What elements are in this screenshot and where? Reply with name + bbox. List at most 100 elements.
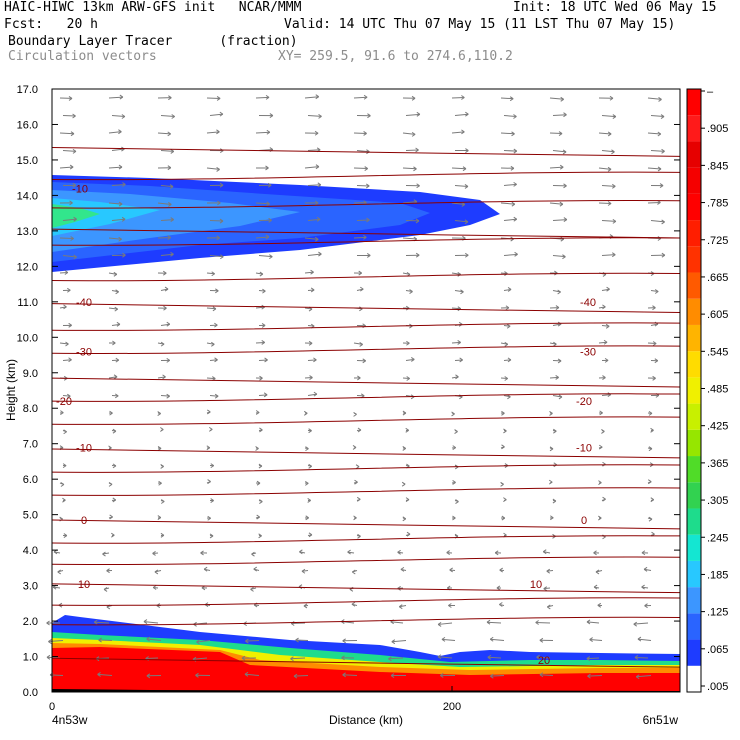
vector-arrow — [354, 97, 367, 98]
y-tick-label: 2.0 — [23, 616, 38, 628]
colorbar-swatch — [687, 482, 701, 508]
vector-arrowhead — [549, 480, 552, 484]
vector-arrow — [146, 658, 158, 659]
y-tick-label: 1.0 — [23, 652, 38, 664]
vector-arrow — [553, 115, 566, 116]
colorbar-swatch — [687, 666, 701, 692]
contour-label: -10 — [576, 442, 592, 454]
contour-label: 0 — [81, 515, 87, 527]
colorbar-swatch — [687, 430, 701, 456]
vector-arrowhead — [503, 498, 506, 502]
vector-arrow — [291, 623, 305, 624]
vector-arrow — [550, 167, 563, 168]
x-axis-label: Distance (km) — [329, 713, 403, 727]
vector-arrow — [504, 151, 517, 152]
y-tick-label: 15.0 — [17, 155, 38, 167]
contour-label: 20 — [538, 655, 550, 667]
colorbar-label: .305 — [707, 495, 728, 507]
y-tick-label: 11.0 — [17, 297, 38, 309]
contour-label: -20 — [576, 396, 592, 408]
x-axis-left-end-label: 4n53w — [52, 713, 88, 727]
colorbar-label: .545 — [707, 346, 728, 358]
vector-arrow — [599, 203, 611, 204]
colorbar-swatch — [687, 351, 701, 377]
vector-arrow — [602, 255, 615, 256]
contour-label: -30 — [76, 346, 92, 358]
vector-arrow — [501, 133, 515, 134]
colorbar-swatch — [687, 404, 701, 430]
contour-label: 10 — [78, 579, 90, 591]
colorbar-label: .605 — [707, 309, 728, 321]
y-tick-label: 9.0 — [23, 368, 38, 380]
y-tick-label: 7.0 — [23, 439, 38, 451]
x-axis-right-end-label: 6n51w — [643, 713, 679, 727]
vector-arrowhead — [209, 427, 212, 431]
colorbar-swatch — [687, 587, 701, 613]
colorbar-swatch — [687, 377, 701, 403]
vector-arrow — [294, 676, 308, 677]
colorbar-label: .905 — [707, 123, 728, 135]
contour-line — [52, 598, 680, 606]
contour-label: -30 — [580, 346, 596, 358]
vector-arrowhead — [603, 497, 606, 501]
vector-arrowhead — [603, 462, 606, 466]
colorbar-label: .725 — [707, 235, 728, 247]
vector-arrowhead — [402, 482, 405, 486]
vector-arrow — [488, 657, 501, 658]
colorbar-swatch — [687, 561, 701, 587]
contour-label: -40 — [76, 297, 92, 309]
vector-arrow — [210, 221, 223, 222]
vector-arrow — [308, 150, 320, 151]
vector-arrowhead — [455, 430, 458, 434]
vector-arrow — [635, 657, 648, 658]
colorbar-swatch — [687, 456, 701, 482]
contour-line — [52, 465, 680, 473]
contour-line — [52, 557, 680, 565]
vector-arrow — [490, 676, 504, 677]
colorbar-label: .245 — [707, 532, 728, 544]
vector-arrowhead — [356, 465, 359, 469]
vector-arrowhead — [501, 482, 504, 486]
contour-line — [52, 488, 680, 496]
vector-arrow — [308, 185, 321, 186]
vector-arrowhead — [452, 412, 455, 416]
y-tick-label: 8.0 — [23, 403, 38, 415]
contour-line — [52, 148, 680, 157]
colorbar-swatch — [687, 168, 701, 194]
colorbar-label: – — [707, 86, 714, 98]
colorbar-swatch — [687, 141, 701, 167]
vector-arrow — [648, 202, 660, 203]
y-tick-label: 10.0 — [17, 332, 38, 344]
vector-arrowhead — [109, 482, 112, 486]
vector-arrow — [403, 168, 416, 169]
colorbar-swatch — [687, 535, 701, 561]
contour-label: 0 — [581, 515, 587, 527]
y-tick-label: 3.0 — [23, 581, 38, 593]
vector-arrow — [354, 168, 368, 169]
vector-arrow — [354, 237, 366, 238]
contour-line — [52, 584, 680, 593]
colorbar-label: .785 — [707, 198, 728, 210]
vector-arrow — [587, 658, 599, 659]
vector-arrowhead — [61, 482, 64, 486]
vector-arrow — [357, 220, 369, 221]
colorbar-label: .185 — [707, 569, 728, 581]
colorbar-label: .065 — [707, 644, 728, 656]
contour-label: -40 — [580, 297, 596, 309]
contour-line — [52, 617, 680, 625]
vector-arrow — [60, 133, 74, 134]
vector-arrow — [602, 221, 616, 222]
vector-arrowhead — [160, 428, 163, 432]
y-tick-label: 0.0 — [23, 687, 38, 699]
contour-line — [52, 273, 680, 281]
colorbar-label: .665 — [707, 272, 728, 284]
y-tick-label: 13.0 — [17, 226, 38, 238]
contour-label: -10 — [72, 183, 88, 195]
vector-arrow — [245, 641, 259, 642]
colorbar-swatch — [687, 115, 701, 141]
tracer-fill — [52, 175, 680, 692]
contour-label: -10 — [76, 442, 92, 454]
vector-arrow — [256, 97, 269, 98]
vector-arrow — [501, 98, 513, 99]
y-tick-label: 6.0 — [23, 474, 38, 486]
